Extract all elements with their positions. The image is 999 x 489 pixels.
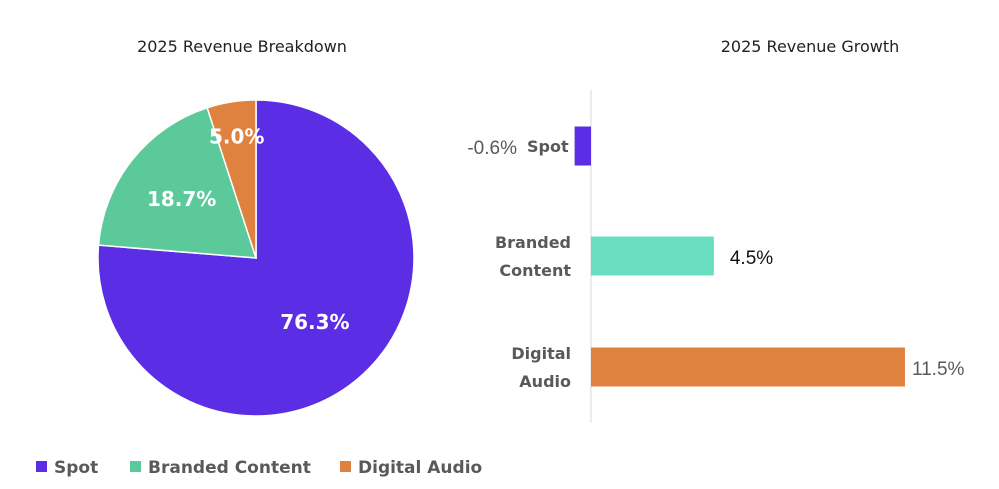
category-label: Branded	[495, 233, 571, 252]
bar-title: 2025 Revenue Growth	[721, 37, 899, 56]
legend-entry: Branded Content	[148, 458, 311, 478]
legend-swatch	[340, 461, 351, 472]
pie-slice-branded-content	[97, 106, 258, 259]
category-label: Content	[499, 261, 571, 280]
pie-data-label: 5.0%	[209, 124, 264, 148]
legend-entry: Spot	[54, 458, 98, 478]
bar-data-label: 4.5%	[730, 248, 773, 269]
bar-data-label: 11.5%	[912, 359, 965, 380]
category-label: Digital	[511, 344, 571, 363]
pie-chart: 76.3% 18.7% 5.0%	[97, 99, 415, 417]
category-label: Spot	[527, 137, 569, 156]
bar-data-label: -0.6%	[467, 138, 517, 159]
legend-swatch	[130, 461, 141, 472]
bar-branded-content	[591, 236, 714, 276]
pie-slice-digital-audio	[206, 99, 257, 259]
pie-title: 2025 Revenue Breakdown	[137, 37, 347, 56]
category-label: Audio	[519, 372, 571, 391]
bar-digital-audio	[591, 347, 905, 387]
bar-chart: Spot -0.6% Branded Content 4.5% Digital Audio 1…	[467, 90, 965, 423]
legend: Spot Branded Content Digital Audio	[36, 458, 482, 478]
legend-swatch	[36, 461, 47, 472]
bar-spot	[574, 126, 591, 166]
legend-entry: Digital Audio	[358, 458, 482, 478]
pie-data-label: 76.3%	[280, 310, 349, 334]
pie-data-label: 18.7%	[147, 187, 216, 211]
